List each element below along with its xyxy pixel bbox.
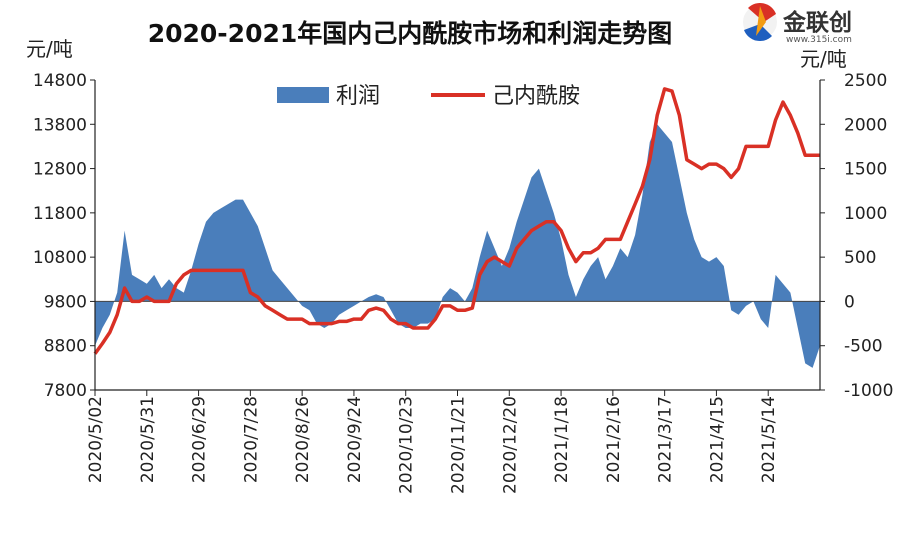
left-tick-label: 7800 — [44, 381, 87, 401]
left-tick-label: 11800 — [33, 204, 87, 224]
logo: 金联创 www.315i.com — [743, 2, 852, 45]
price-line — [93, 87, 820, 355]
profit-area — [95, 124, 820, 368]
x-tick-label: 2020/12/20 — [500, 396, 520, 494]
right-axis-unit: 元/吨 — [800, 47, 847, 71]
left-tick-label: 9800 — [44, 292, 87, 312]
x-tick-label: 2021/2/16 — [604, 396, 624, 483]
right-tick-label: -1000 — [844, 381, 893, 401]
right-tick-label: 1500 — [844, 160, 887, 180]
x-tick-label: 2021/3/17 — [656, 396, 676, 483]
x-tick-label: 2021/4/15 — [707, 396, 727, 483]
x-tick-label: 2020/5/02 — [86, 396, 106, 483]
x-tick-label: 2020/9/24 — [345, 396, 365, 483]
legend-profit-label: 利润 — [336, 84, 380, 109]
right-tick-label: 2000 — [844, 115, 887, 135]
left-tick-label: 12800 — [33, 160, 87, 180]
right-tick-label: 2500 — [844, 71, 887, 91]
plot-area — [93, 87, 820, 368]
x-tick-label: 2020/10/23 — [397, 396, 417, 494]
left-tick-label: 8800 — [44, 337, 87, 357]
x-tick-label: 2020/7/28 — [241, 396, 261, 483]
logo-url: www.315i.com — [786, 35, 852, 45]
right-axis: 2500 2000 1500 1000 500 0 -500 -1000 — [819, 71, 893, 401]
left-tick-label: 14800 — [33, 71, 87, 91]
right-tick-label: 0 — [844, 292, 855, 312]
left-tick-label: 10800 — [33, 248, 87, 268]
x-tick-label: 2020/5/31 — [138, 396, 158, 483]
right-tick-label: 500 — [844, 248, 876, 268]
x-tick-label: 2021/1/18 — [552, 396, 572, 483]
left-tick-label: 13800 — [33, 115, 87, 135]
legend-profit-swatch — [277, 87, 329, 103]
x-tick-label: 2020/11/21 — [449, 396, 469, 494]
x-tick-label: 2020/6/29 — [190, 396, 210, 483]
x-tick-label: 2021/5/14 — [759, 396, 779, 483]
legend: 利润 己内酰胺 — [277, 84, 580, 109]
x-tick-label: 2020/8/26 — [293, 396, 313, 483]
left-axis-unit: 元/吨 — [26, 37, 73, 61]
logo-mark-orange — [756, 6, 766, 36]
legend-price-label: 己内酰胺 — [492, 84, 580, 109]
left-axis: 14800 13800 12800 11800 10800 9800 8800 7800 — [33, 71, 96, 401]
right-tick-label: 1000 — [844, 204, 887, 224]
x-axis: 2020/5/02 2020/5/31 2020/6/29 2020/7/28 2020… — [86, 389, 820, 494]
right-tick-label: -500 — [844, 337, 883, 357]
logo-name: 金联创 — [782, 9, 852, 36]
chart-title: 2020-2021年国内己内酰胺市场和利润走势图 — [148, 19, 673, 48]
